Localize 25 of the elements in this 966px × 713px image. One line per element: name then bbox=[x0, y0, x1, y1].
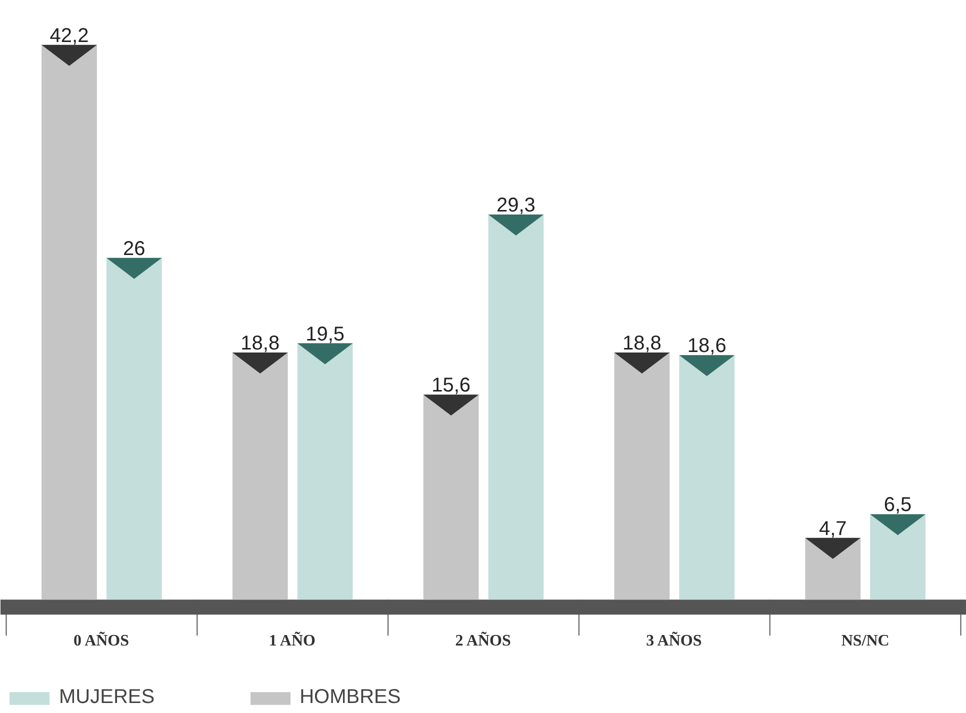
data-label: 4,7 bbox=[818, 518, 847, 540]
data-label: 18,8 bbox=[622, 332, 662, 355]
x-tick-label: 1 AÑO bbox=[268, 632, 316, 650]
legend-label: MUJERES bbox=[59, 686, 155, 709]
data-label: 18,8 bbox=[240, 332, 280, 355]
legend-label: HOMBRES bbox=[300, 686, 401, 709]
x-tick-label: NS/NC bbox=[841, 632, 890, 650]
data-label: 19,5 bbox=[306, 323, 345, 346]
data-label: 26 bbox=[123, 238, 146, 260]
bar bbox=[614, 352, 670, 600]
data-label: 15,6 bbox=[432, 374, 471, 397]
bar bbox=[488, 214, 544, 600]
bar bbox=[232, 352, 288, 600]
bar bbox=[423, 394, 479, 600]
x-tick-label: 0 AÑOS bbox=[73, 632, 130, 650]
data-label: 18,6 bbox=[687, 335, 726, 358]
data-label: 42,2 bbox=[50, 24, 89, 47]
x-tick-label: 2 AÑOS bbox=[455, 632, 511, 650]
data-label: 29,3 bbox=[496, 194, 536, 216]
x-tick-label: 3 AÑOS bbox=[646, 632, 702, 650]
bar bbox=[106, 258, 162, 600]
bar bbox=[297, 343, 353, 600]
bar bbox=[679, 355, 735, 600]
bar bbox=[42, 44, 97, 600]
data-label: 6,5 bbox=[884, 494, 912, 516]
